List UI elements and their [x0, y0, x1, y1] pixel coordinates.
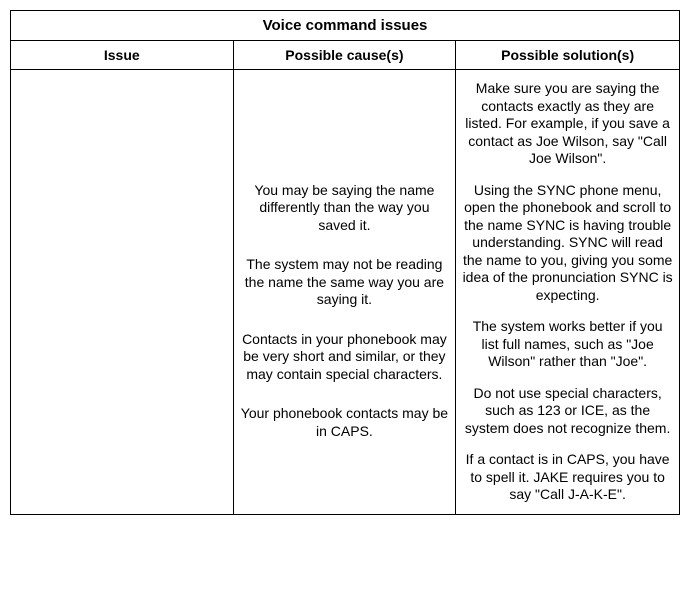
- cause-text: Contacts in your phonebook may be very s…: [240, 331, 450, 384]
- table-title: Voice command issues: [11, 11, 680, 41]
- cause-text: The system may not be reading the name t…: [240, 256, 450, 309]
- table-title-row: Voice command issues: [11, 11, 680, 41]
- solution-text: Make sure you are saying the contacts ex…: [462, 80, 673, 168]
- table-body-row: You may be saying the name differently t…: [11, 70, 680, 515]
- cause-cell: You may be saying the name differently t…: [233, 70, 456, 515]
- header-issue: Issue: [11, 41, 234, 70]
- solution-cell: Make sure you are saying the contacts ex…: [456, 70, 680, 515]
- solution-text: Using the SYNC phone menu, open the phon…: [462, 182, 673, 305]
- cause-text: Your phonebook contacts may be in CAPS.: [240, 405, 450, 440]
- header-cause: Possible cause(s): [233, 41, 456, 70]
- solution-text: If a contact is in CAPS, you have to spe…: [462, 451, 673, 504]
- table-header-row: Issue Possible cause(s) Possible solutio…: [11, 41, 680, 70]
- solution-text: The system works better if you list full…: [462, 318, 673, 371]
- cause-text: You may be saying the name differently t…: [240, 182, 450, 235]
- issue-cell: [11, 70, 234, 515]
- voice-command-issues-table: Voice command issues Issue Possible caus…: [10, 10, 680, 515]
- solution-text: Do not use special characters, such as 1…: [462, 385, 673, 438]
- header-solution: Possible solution(s): [456, 41, 680, 70]
